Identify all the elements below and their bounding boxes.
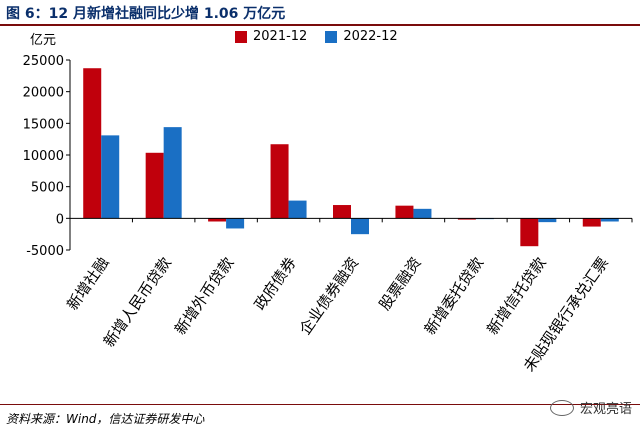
- legend-item-2021: 2021-12: [235, 29, 307, 44]
- bar-2021-12-8: [582, 218, 601, 227]
- bar-2022-12-3: [288, 200, 307, 219]
- watermark: 宏观亮语: [549, 398, 632, 417]
- bar-2022-12-8: [600, 218, 619, 222]
- x-category-label: 股票融资: [376, 254, 425, 313]
- title-divider: [0, 24, 640, 26]
- y-tick-label: 0: [56, 212, 64, 227]
- y-axis-unit-label: 亿元: [30, 33, 57, 48]
- x-category-label: 新增信托贷款: [483, 254, 549, 338]
- bar-2022-12-5: [413, 208, 432, 219]
- bar-2021-12-2: [208, 218, 227, 222]
- source-divider: [0, 404, 640, 405]
- y-tick-label: 15000: [23, 117, 64, 132]
- legend-label-2022: 2022-12: [343, 29, 398, 44]
- chart-legend: 2021-12 2022-12: [235, 29, 398, 44]
- y-tick-label: 20000: [23, 86, 64, 101]
- legend-swatch-2021: [235, 30, 247, 43]
- bar-2021-12-5: [395, 205, 414, 219]
- x-category-label: 企业债券融资: [296, 254, 362, 338]
- y-tick-label: 10000: [23, 149, 64, 164]
- bar-2021-12-7: [520, 218, 539, 247]
- bar-2022-12-0: [101, 135, 120, 219]
- bar-2021-12-3: [270, 144, 289, 219]
- bar-2022-12-4: [351, 218, 369, 235]
- watermark-text: 宏观亮语: [579, 402, 632, 417]
- bar-2022-12-2: [226, 218, 245, 229]
- bar-2022-12-7: [538, 218, 557, 223]
- bar-2021-12-4: [333, 205, 351, 219]
- legend-label-2021: 2021-12: [253, 29, 308, 44]
- y-tick-label: -5000: [26, 244, 64, 259]
- bar-2021-12-1: [145, 152, 164, 219]
- source-note: 资料来源：Wind，信达证券研发中心: [6, 412, 205, 426]
- x-category-label: 新增社融: [63, 254, 112, 313]
- y-tick-label: 25000: [23, 54, 64, 69]
- x-category-label: 新增委托贷款: [421, 254, 487, 338]
- bar-2021-12-0: [83, 68, 102, 219]
- x-category-label: 政府债券: [251, 254, 300, 313]
- legend-item-2022: 2022-12: [325, 29, 398, 44]
- bar-chart: -5000 0 5000 10000 15000 20000 25000 新增社融新增人民币贷…: [23, 54, 633, 375]
- x-category-label: 新增人民币贷款: [100, 254, 175, 350]
- bar-2022-12-1: [163, 127, 182, 219]
- wechat-icon: [549, 399, 574, 416]
- y-tick-label: 5000: [31, 181, 64, 196]
- legend-swatch-2022: [325, 30, 338, 43]
- chart-title: 图 6：12 月新增社融同比少增 1.06 万亿元: [6, 6, 286, 22]
- x-category-label: 新增外币贷款: [171, 254, 237, 338]
- bar-2021-12-6: [457, 218, 476, 220]
